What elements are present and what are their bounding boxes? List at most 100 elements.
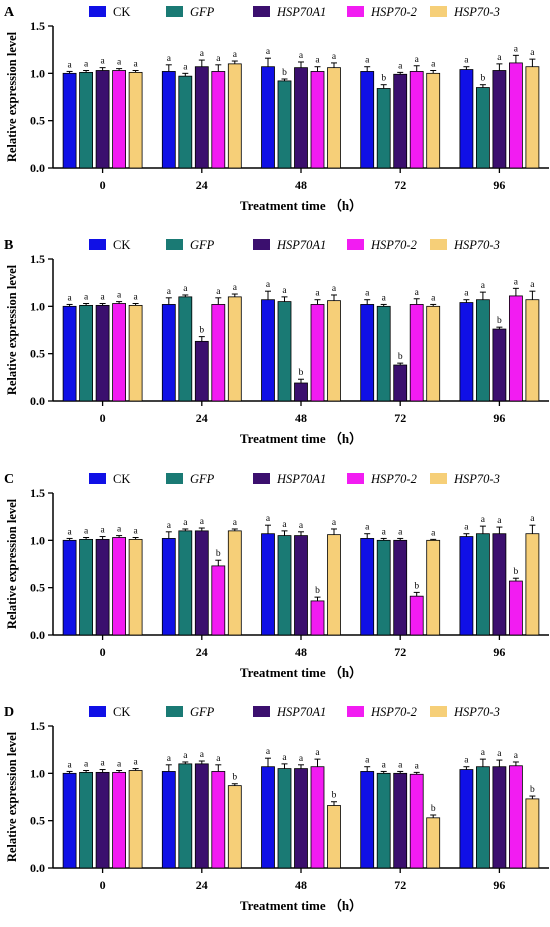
bar	[112, 70, 126, 169]
bar	[277, 301, 292, 402]
significance-label: a	[200, 750, 205, 760]
panel-letter: A	[4, 5, 15, 20]
bar	[475, 299, 490, 402]
legend-swatch	[430, 706, 447, 717]
legend-label: GFP	[190, 238, 215, 252]
significance-label: a	[183, 518, 188, 528]
panel-letter: D	[4, 705, 14, 720]
legend-swatch	[347, 706, 364, 717]
bar	[128, 304, 143, 402]
significance-label: a	[431, 528, 436, 538]
legend-swatch	[89, 239, 106, 250]
significance-label: b	[530, 785, 535, 795]
bar	[294, 768, 308, 869]
significance-label: a	[481, 515, 486, 525]
x-axis-title: Treatment time （h）	[240, 898, 362, 913]
significance-label: a	[530, 280, 535, 290]
significance-label: a	[67, 527, 72, 537]
legend-label: HSP70-2	[370, 472, 417, 486]
significance-label: a	[382, 293, 387, 303]
significance-label: b	[398, 352, 403, 362]
legend-swatch	[89, 473, 106, 484]
bar	[376, 88, 391, 169]
significance-label: a	[200, 517, 205, 527]
legend-label: HSP70-3	[453, 472, 500, 486]
bar	[112, 537, 126, 636]
legend-label: HSP70A1	[276, 238, 326, 252]
bar	[459, 536, 474, 636]
bar	[277, 535, 292, 636]
y-tick-label: 0.5	[30, 347, 45, 361]
bar	[360, 771, 375, 869]
bar	[128, 71, 143, 169]
significance-label: a	[464, 523, 469, 533]
significance-label: a	[398, 527, 403, 537]
y-tick-label: 1.5	[30, 19, 45, 33]
significance-label: a	[200, 49, 205, 59]
bar	[310, 304, 325, 402]
significance-label: a	[133, 526, 138, 536]
legend-label: HSP70-3	[453, 705, 500, 719]
legend-label: HSP70-3	[453, 238, 500, 252]
legend-label: HSP70-2	[370, 5, 417, 19]
bar	[227, 530, 242, 636]
y-tick-label: 0.0	[30, 394, 45, 408]
legend-swatch	[347, 473, 364, 484]
bar	[161, 304, 176, 402]
bar	[95, 70, 110, 169]
x-axis-title: Treatment time （h）	[240, 431, 362, 446]
bar	[211, 771, 226, 869]
significance-label: b	[332, 791, 337, 801]
bar	[194, 66, 209, 169]
significance-label: a	[84, 292, 89, 302]
bar	[211, 304, 226, 402]
bar	[261, 533, 275, 636]
significance-label: a	[84, 59, 89, 69]
bar	[178, 296, 193, 402]
x-tick-label: 24	[196, 645, 208, 659]
y-tick-label: 0.0	[30, 628, 45, 642]
significance-label: a	[133, 59, 138, 69]
panel-letter: C	[4, 472, 14, 487]
significance-label: a	[315, 56, 320, 66]
bar	[508, 580, 523, 636]
significance-label: a	[332, 518, 337, 528]
bar	[426, 539, 441, 636]
bar	[161, 71, 176, 169]
bar	[227, 63, 242, 169]
bar	[161, 538, 176, 636]
bar	[128, 770, 143, 869]
significance-label: a	[332, 284, 337, 294]
bar	[492, 328, 507, 402]
legend-swatch	[89, 706, 106, 717]
significance-label: a	[100, 57, 105, 67]
significance-label: b	[514, 567, 519, 577]
legend-label: CK	[113, 472, 130, 486]
bar	[310, 600, 325, 636]
significance-label: b	[199, 326, 204, 336]
legend-swatch	[253, 6, 270, 17]
significance-label: a	[183, 62, 188, 72]
bar	[211, 565, 226, 636]
legend-label: HSP70A1	[276, 5, 326, 19]
bar	[194, 763, 209, 869]
significance-label: a	[84, 759, 89, 769]
legend-swatch	[347, 6, 364, 17]
bar	[525, 66, 540, 169]
bar	[294, 382, 308, 402]
y-tick-label: 0.5	[30, 814, 45, 828]
significance-label: b	[431, 804, 436, 814]
legend-label: CK	[113, 705, 130, 719]
x-axis-title: Treatment time （h）	[240, 665, 362, 680]
significance-label: a	[382, 527, 387, 537]
significance-label: a	[497, 53, 502, 63]
significance-label: a	[315, 748, 320, 758]
x-tick-label: 24	[196, 178, 208, 192]
significance-label: a	[464, 756, 469, 766]
bar	[327, 67, 341, 169]
bar	[310, 766, 325, 869]
significance-label: a	[167, 754, 172, 764]
bar	[79, 771, 93, 869]
significance-label: b	[315, 586, 320, 596]
significance-label: a	[365, 289, 370, 299]
